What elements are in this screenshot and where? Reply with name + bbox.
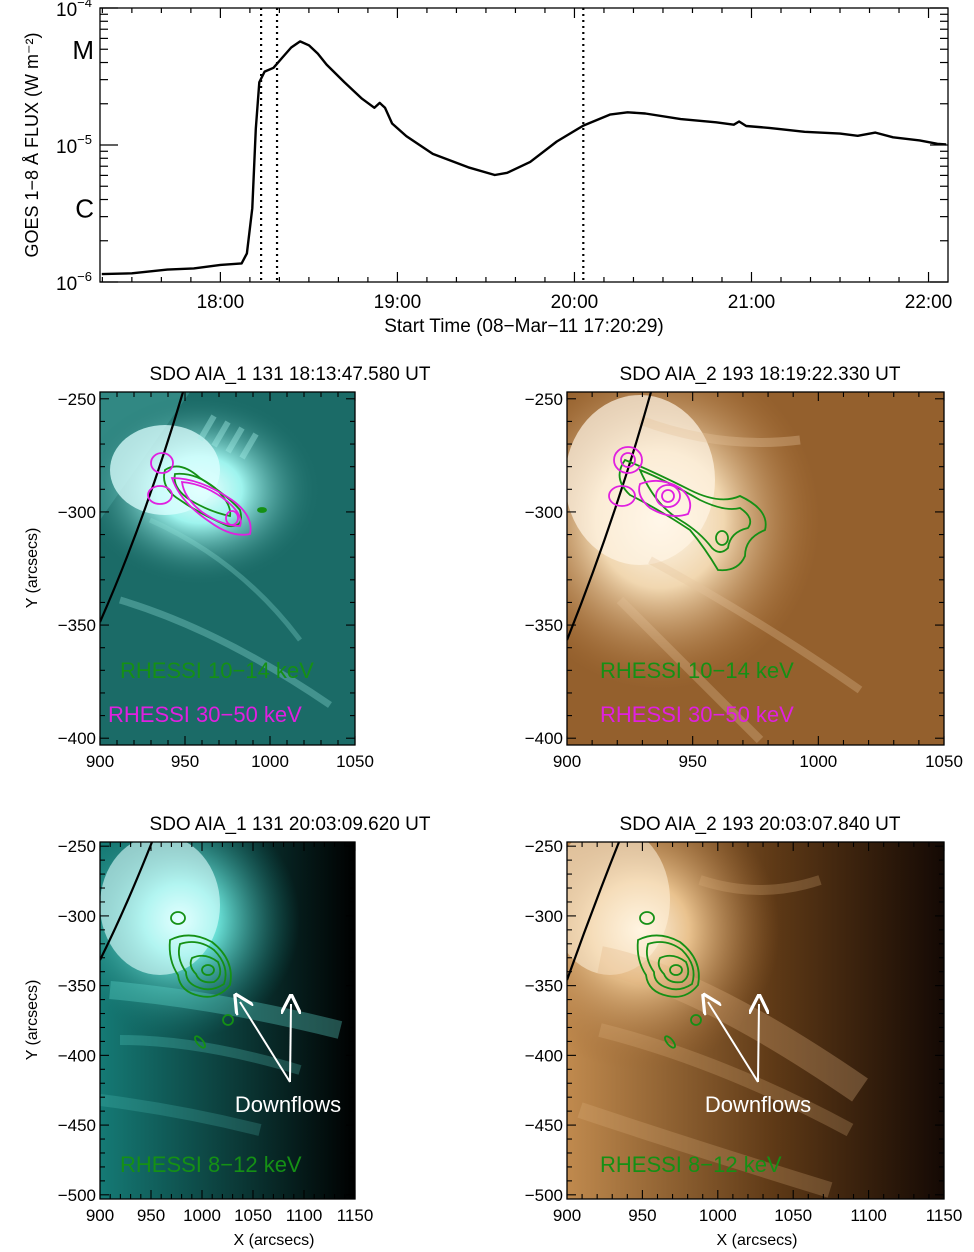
- p4-y-tick-label: −500: [525, 1186, 563, 1205]
- p2-y-tick-label: −300: [525, 503, 563, 522]
- p2-y-tick-label: −250: [525, 390, 563, 409]
- panel-3-title: SDO AIA_1 131 20:03:09.620 UT: [150, 814, 431, 835]
- goes-x-axis-label: Start Time (08−Mar−11 17:20:29): [384, 316, 664, 337]
- panel-3-x-axis-label: X (arcsecs): [234, 1232, 315, 1249]
- p4-x-tick-label: 1000: [699, 1206, 737, 1225]
- p2-y-tick-label: −400: [525, 729, 563, 748]
- panel-4-title: SDO AIA_2 193 20:03:07.840 UT: [620, 814, 901, 835]
- p1-x-tick-label: 950: [171, 752, 199, 771]
- aia-193-panel-2: 900 950 1000 1050 −250 −300 −350 −400 SDO AIA_2…: [500, 350, 963, 771]
- p2-x-tick-label: 1000: [799, 752, 837, 771]
- p4-y-tick-label: −400: [525, 1046, 563, 1065]
- p2-x-tick-label: 950: [678, 752, 706, 771]
- p2-x-tick-label: 1050: [925, 752, 963, 771]
- panel-1-title: SDO AIA_1 131 18:13:47.580 UT: [150, 364, 431, 385]
- goes-class-label-m: M: [72, 35, 94, 65]
- panel-1-y-axis-label: Y (arcsecs): [24, 528, 41, 609]
- p3-x-tick-label: 1000: [183, 1206, 221, 1225]
- p4-x-tick-label: 1100: [850, 1206, 887, 1225]
- aia-131-panel-1: 900 950 1000 1050 −250 −300 −350 −400 SDO AIA_1…: [24, 364, 431, 771]
- goes-y-tick-label: 10−4: [56, 0, 92, 21]
- panel-2-title: SDO AIA_2 193 18:19:22.330 UT: [620, 364, 901, 385]
- p3-y-tick-label: −450: [58, 1116, 96, 1135]
- p3-y-tick-label: −350: [58, 977, 96, 996]
- p4-x-tick-label: 1050: [774, 1206, 812, 1225]
- aia-131-panel-3: 900 950 1000 1050 1100 1150 −250 −300 −350 −400 −4…: [24, 800, 431, 1249]
- p4-x-tick-label: 1150: [926, 1206, 963, 1225]
- panel-3-y-axis-label: Y (arcsecs): [24, 980, 41, 1061]
- p2-x-tick-label: 900: [553, 752, 581, 771]
- p3-x-tick-label: 1050: [234, 1206, 272, 1225]
- goes-y-tick-label: 10−5: [56, 132, 92, 158]
- p3-x-tick-label: 950: [137, 1206, 165, 1225]
- aia-193-panel-4: 900 950 1000 1050 1100 1150 −250 −300 −350 −400 −4…: [500, 790, 962, 1249]
- p3-x-tick-label: 1100: [286, 1206, 323, 1225]
- panel-2-legend-magenta: RHESSI 30−50 keV: [600, 702, 794, 727]
- panel-4-downflows-annotation: Downflows: [705, 1092, 811, 1117]
- goes-x-tick-label: 20:00: [551, 292, 599, 313]
- goes-x-tick-label: 19:00: [374, 292, 422, 313]
- p1-y-tick-label: −300: [58, 503, 96, 522]
- p3-x-tick-label: 1150: [337, 1206, 374, 1225]
- p1-y-tick-label: −350: [58, 616, 96, 635]
- goes-x-tick-label: 21:00: [728, 292, 776, 313]
- panel-4-x-axis-label: X (arcsecs): [717, 1232, 798, 1249]
- p4-y-tick-label: −300: [525, 907, 563, 926]
- p4-y-tick-label: −450: [525, 1116, 563, 1135]
- goes-x-tick-label: 18:00: [197, 292, 245, 313]
- goes-plot-frame: [100, 8, 948, 282]
- p1-y-tick-label: −250: [58, 390, 96, 409]
- goes-lightcurve-panel: 10−4 10−5 10−6 M C 18:00 19:00 20:00 21:00 22:0…: [22, 0, 952, 337]
- p4-x-tick-label: 950: [628, 1206, 656, 1225]
- goes-y-tick-label: 10−6: [56, 269, 92, 295]
- p3-y-tick-label: −300: [58, 907, 96, 926]
- panel-1-legend-green: RHESSI 10−14 keV: [120, 658, 314, 683]
- p1-x-tick-label: 900: [86, 752, 114, 771]
- p3-x-tick-label: 900: [86, 1206, 114, 1225]
- p1-x-tick-label: 1050: [336, 752, 374, 771]
- goes-y-axis-label: GOES 1−8 Å FLUX (W m⁻²): [22, 32, 42, 257]
- panel-3-legend-green: RHESSI 8−12 keV: [120, 1152, 302, 1177]
- p2-y-tick-label: −350: [525, 616, 563, 635]
- panel-3-downflows-annotation: Downflows: [235, 1092, 341, 1117]
- p3-y-tick-label: −250: [58, 837, 96, 856]
- p4-y-tick-label: −250: [525, 837, 563, 856]
- panel-4-legend-green: RHESSI 8−12 keV: [600, 1152, 782, 1177]
- p4-x-tick-label: 900: [553, 1206, 581, 1225]
- p4-y-tick-label: −350: [525, 977, 563, 996]
- p1-x-tick-label: 1000: [251, 752, 289, 771]
- p1-y-tick-label: −400: [58, 729, 96, 748]
- panel-2-legend-green: RHESSI 10−14 keV: [600, 658, 794, 683]
- goes-class-label-c: C: [75, 193, 94, 223]
- panel-1-legend-magenta: RHESSI 30−50 keV: [108, 702, 302, 727]
- goes-x-tick-label: 22:00: [905, 292, 953, 313]
- p3-y-tick-label: −400: [58, 1046, 96, 1065]
- p3-y-tick-label: −500: [58, 1186, 96, 1205]
